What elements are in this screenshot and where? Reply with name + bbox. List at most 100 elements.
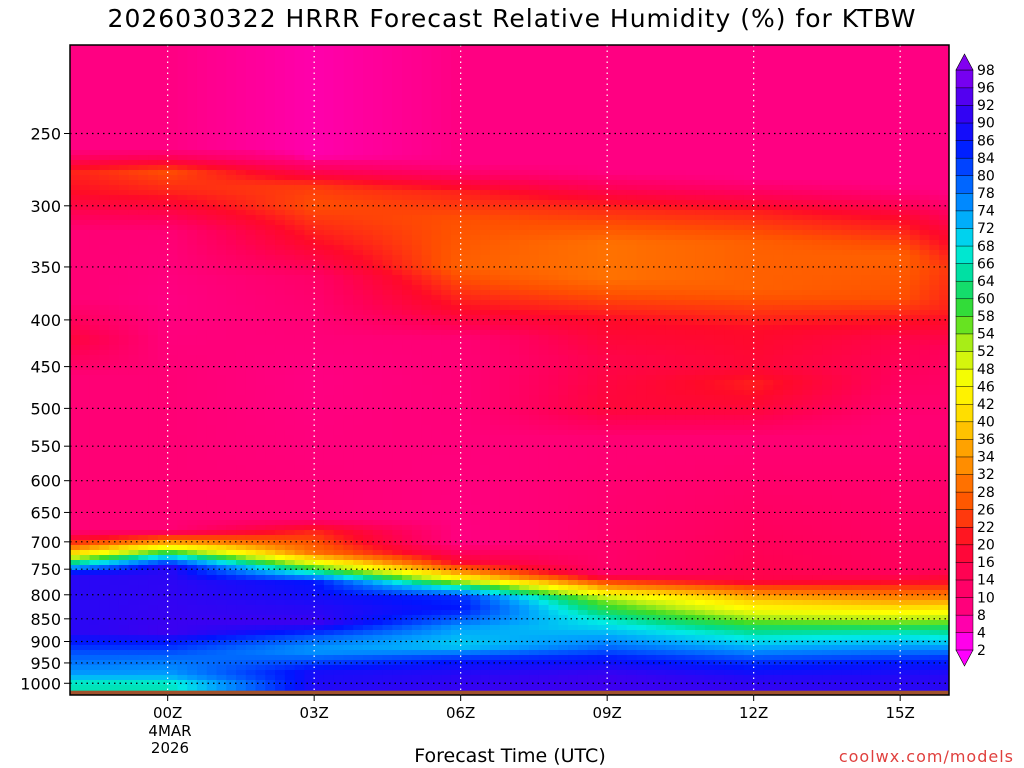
rh-cell xyxy=(450,315,462,321)
rh-cell xyxy=(919,60,931,66)
rh-cell xyxy=(939,280,949,286)
rh-cell xyxy=(89,315,100,321)
rh-cell xyxy=(724,100,735,106)
rh-cell xyxy=(460,300,472,306)
rh-cell xyxy=(548,270,559,276)
rh-cell xyxy=(314,235,325,241)
rh-cell xyxy=(568,175,579,181)
rh-cell xyxy=(851,190,862,196)
rh-cell xyxy=(79,60,91,66)
rh-cell xyxy=(118,230,130,236)
rh-cell xyxy=(763,215,774,221)
rh-cell xyxy=(802,255,813,261)
rh-cell xyxy=(382,305,393,311)
rh-cell xyxy=(900,75,911,81)
rh-cell xyxy=(577,165,589,171)
rh-cell xyxy=(187,135,198,141)
rh-cell xyxy=(548,245,559,251)
rh-cell xyxy=(607,145,618,151)
rh-cell xyxy=(626,270,638,276)
rh-cell xyxy=(831,175,843,181)
rh-cell xyxy=(177,300,188,306)
rh-cell xyxy=(665,90,677,96)
rh-cell xyxy=(529,85,540,91)
rh-cell xyxy=(616,100,628,106)
rh-cell xyxy=(450,295,462,301)
rh-cell xyxy=(314,260,325,266)
rh-cell xyxy=(79,50,91,56)
rh-cell xyxy=(851,240,862,246)
rh-cell xyxy=(245,110,257,116)
rh-cell xyxy=(109,65,120,71)
rh-cell xyxy=(568,100,579,106)
rh-cell xyxy=(196,195,208,201)
rh-cell xyxy=(548,185,559,191)
rh-cell xyxy=(343,65,354,71)
rh-cell xyxy=(812,85,823,91)
rh-cell xyxy=(304,55,315,61)
rh-cell xyxy=(607,290,618,296)
rh-cell xyxy=(548,120,559,126)
rh-cell xyxy=(519,80,530,86)
rh-cell xyxy=(763,115,774,121)
rh-cell xyxy=(802,110,813,116)
rh-cell xyxy=(392,140,403,146)
rh-cell xyxy=(441,100,452,106)
rh-cell xyxy=(450,65,462,71)
rh-cell xyxy=(372,130,384,136)
rh-cell xyxy=(587,165,598,171)
rh-cell xyxy=(89,90,100,96)
rh-cell xyxy=(646,210,657,216)
rh-cell xyxy=(900,245,911,251)
rh-cell xyxy=(187,170,198,176)
rh-cell xyxy=(665,155,677,161)
rh-cell xyxy=(616,95,628,101)
rh-cell xyxy=(187,265,198,271)
rh-cell xyxy=(109,225,120,231)
rh-cell xyxy=(382,115,393,121)
rh-cell xyxy=(695,260,706,266)
rh-cell xyxy=(743,195,755,201)
rh-cell xyxy=(402,270,413,276)
rh-cell xyxy=(675,295,686,301)
rh-cell xyxy=(402,275,413,281)
rh-cell xyxy=(646,50,657,56)
rh-cell xyxy=(812,210,823,216)
rh-cell xyxy=(695,100,706,106)
rh-cell xyxy=(734,260,745,266)
rh-cell xyxy=(851,300,862,306)
rh-cell xyxy=(431,110,442,116)
rh-cell xyxy=(148,200,159,206)
rh-cell xyxy=(577,70,589,76)
rh-cell xyxy=(265,105,276,111)
rh-cell xyxy=(284,220,296,226)
rh-cell xyxy=(294,215,305,221)
rh-cell xyxy=(626,50,638,56)
rh-cell xyxy=(157,245,169,251)
rh-cell xyxy=(685,190,696,196)
rh-cell xyxy=(499,110,511,116)
rh-cell xyxy=(782,155,794,161)
rh-cell xyxy=(138,255,149,261)
rh-cell xyxy=(548,250,559,256)
rh-cell xyxy=(607,135,618,141)
rh-cell xyxy=(187,210,198,216)
rh-cell xyxy=(802,155,813,161)
rh-cell xyxy=(109,50,120,56)
rh-cell xyxy=(460,255,472,261)
rh-cell xyxy=(646,175,657,181)
rh-cell xyxy=(480,240,491,246)
rh-cell xyxy=(704,190,716,196)
rh-cell xyxy=(782,295,794,301)
rh-cell xyxy=(216,225,227,231)
rh-cell xyxy=(685,280,696,286)
rh-cell xyxy=(792,300,804,306)
rh-cell xyxy=(861,105,872,111)
rh-cell xyxy=(519,300,530,306)
rh-cell xyxy=(323,260,335,266)
rh-cell xyxy=(392,115,403,121)
rh-cell xyxy=(489,55,501,61)
rh-cell xyxy=(782,200,794,206)
rh-cell xyxy=(548,65,559,71)
rh-cell xyxy=(792,305,804,311)
